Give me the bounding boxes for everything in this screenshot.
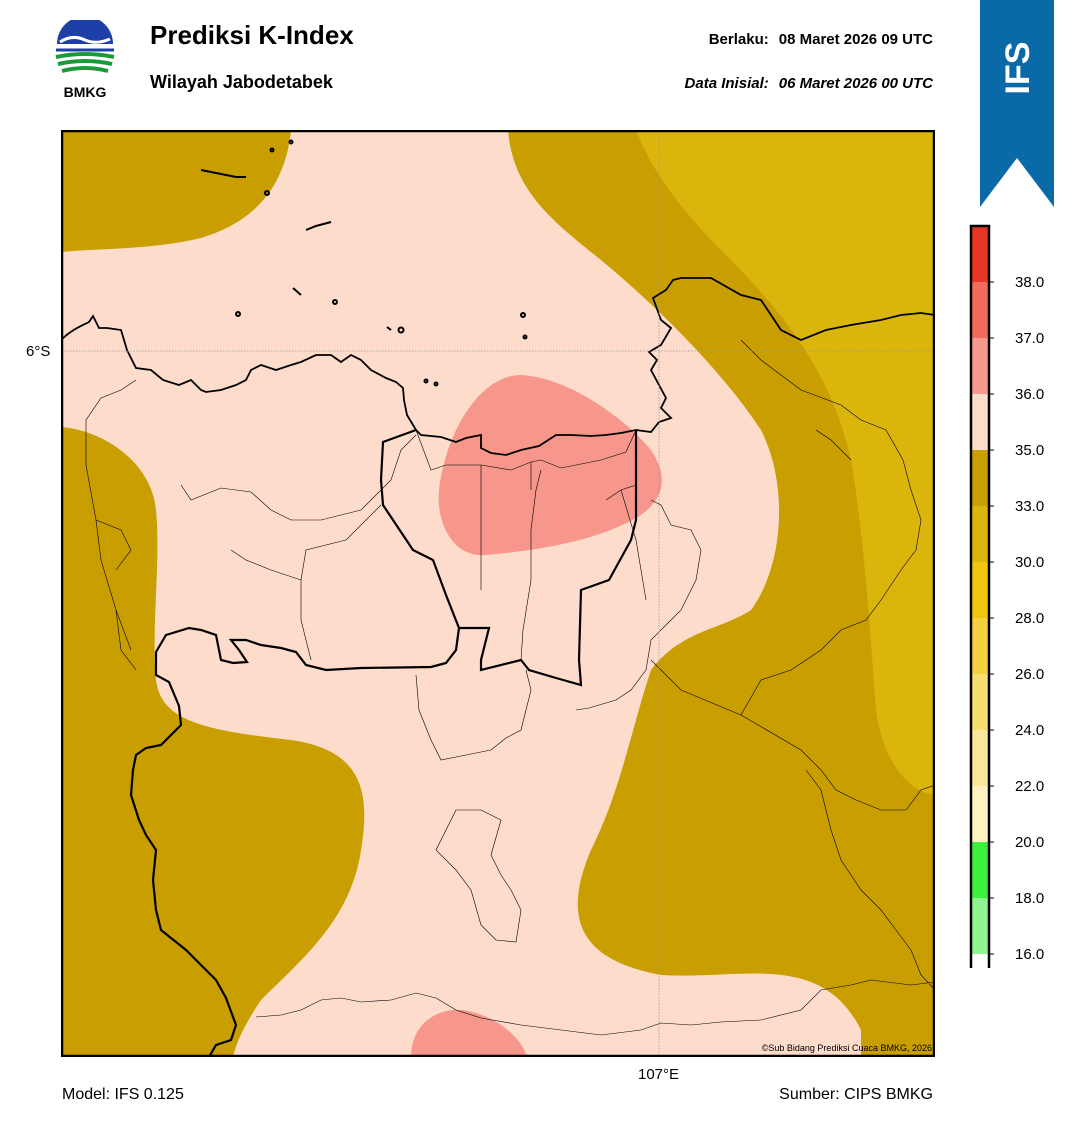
colorbar-tick-label: 33.0 (1015, 498, 1044, 515)
valid-label: Berlaku: (708, 31, 769, 48)
province-border-west (129, 626, 461, 1057)
colorbar-band (971, 674, 989, 730)
colorbar-tick-label: 18.0 (1015, 890, 1044, 907)
colorbar-band (971, 898, 989, 954)
colorbar-band (971, 954, 989, 968)
band-30-33-east (636, 130, 935, 795)
band-36-37-south (411, 1009, 527, 1057)
ribbon-text: IFS (999, 42, 1037, 95)
colorbar-band (971, 226, 989, 282)
regency-border (85, 339, 935, 1036)
colorbar-tick-label: 26.0 (1015, 666, 1044, 683)
colorbar-tick-label: 35.0 (1015, 442, 1044, 459)
band-36-37-center (438, 375, 662, 556)
colorbar-tick-label: 24.0 (1015, 722, 1044, 739)
map-credit: ©Sub Bidang Prediksi Cuaca BMKG, 2026 (761, 1043, 932, 1053)
init-label: Data Inisial: (684, 75, 769, 92)
valid-time-row: Berlaku: 08 Maret 2026 09 UTC (709, 31, 933, 48)
colorbar: 38.0 37.0 36.0 35.0 33.0 30.0 28.0 26.0 24.0 22.0… (969, 224, 1044, 968)
map-frame (61, 130, 935, 1057)
k-index-map (61, 130, 935, 1057)
colorbar-tick-label: 37.0 (1015, 330, 1044, 347)
page-title: Prediksi K-Index (150, 20, 354, 50)
colorbar-band (971, 450, 989, 506)
colorbar-tick-label: 36.0 (1015, 386, 1044, 403)
band-33-35-west (61, 427, 365, 1057)
ribbon-shape (980, 0, 1054, 207)
init-time-row: Data Inisial: 06 Maret 2026 00 UTC (685, 75, 933, 92)
colorbar-tick-label: 30.0 (1015, 554, 1044, 571)
colorbar-band (971, 730, 989, 786)
colorbar-band (971, 618, 989, 674)
lat-label: 6°S (26, 343, 51, 360)
valid-value: 08 Maret 2026 09 UTC (778, 31, 933, 48)
model-label: Model: IFS 0.125 (62, 1086, 184, 1103)
colorbar-tick-label: 16.0 (1015, 946, 1044, 963)
coastline (61, 277, 935, 456)
colorbar-band (971, 338, 989, 394)
band-33-35-northwest (61, 130, 291, 252)
colorbar-band (971, 282, 989, 338)
colorbar-tick-label: 28.0 (1015, 610, 1044, 627)
region-subtitle: Wilayah Jabodetabek (150, 72, 333, 92)
colorbar-tick-label: 20.0 (1015, 834, 1044, 851)
bmkg-logo: BMKG (55, 20, 115, 100)
lon-label: 107°E (638, 1066, 680, 1083)
colorbar-band (971, 394, 989, 450)
source-label: Sumber: CIPS BMKG (779, 1086, 933, 1103)
model-ribbon: IFS (980, 0, 1054, 207)
init-value: 06 Maret 2026 00 UTC (778, 75, 933, 92)
colorbar-tick-label: 22.0 (1015, 778, 1044, 795)
colorbar-band (971, 786, 989, 842)
colorbar-tick-label: 38.0 (1015, 274, 1044, 291)
colorbar-band (971, 562, 989, 618)
province-border (379, 428, 638, 687)
logo-text: BMKG (64, 84, 107, 100)
thousand-islands (200, 139, 528, 387)
colorbar-band (971, 842, 989, 898)
colorbar-band (971, 506, 989, 562)
